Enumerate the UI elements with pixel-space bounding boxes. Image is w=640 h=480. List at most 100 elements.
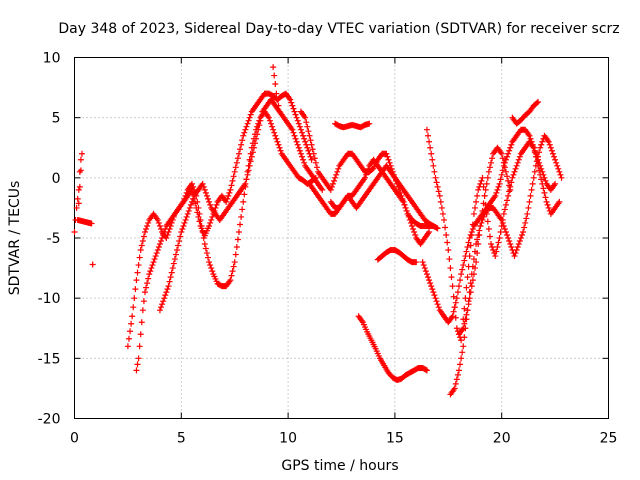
data-point	[207, 219, 214, 226]
data-point	[385, 156, 392, 163]
data-point	[71, 228, 78, 235]
data-point	[188, 180, 195, 187]
data-point	[473, 259, 480, 266]
data-point	[529, 141, 536, 148]
data-point	[247, 158, 254, 165]
data-point	[510, 171, 517, 178]
data-point	[156, 222, 163, 229]
data-point	[223, 198, 230, 205]
data-point	[171, 256, 178, 263]
x-tick-labels: 0 5 10 15 20 25	[70, 431, 617, 447]
data-point	[213, 201, 220, 208]
data-point	[497, 228, 504, 235]
data-point	[258, 113, 265, 120]
y-tick-label: 5	[52, 111, 61, 127]
data-point	[246, 162, 253, 169]
data-point	[77, 167, 84, 174]
data-point	[168, 269, 175, 276]
data-point	[273, 135, 280, 142]
data-point	[140, 298, 147, 305]
data-point	[527, 135, 534, 142]
data-point	[274, 138, 281, 145]
data-point	[161, 228, 168, 235]
data-point	[151, 256, 158, 263]
data-point	[289, 126, 296, 133]
data-point	[515, 241, 522, 248]
data-point	[146, 271, 153, 278]
data-point	[433, 179, 440, 186]
data-point	[294, 141, 301, 148]
data-point	[194, 198, 201, 205]
data-point	[257, 117, 264, 124]
data-point	[327, 186, 334, 193]
data-point	[461, 257, 468, 264]
data-point	[472, 265, 478, 272]
x-axis-label: GPS time / hours	[281, 458, 398, 474]
data-point	[479, 174, 486, 181]
data-point	[141, 289, 148, 296]
data-point	[507, 241, 514, 248]
data-point	[206, 198, 213, 205]
data-point	[454, 371, 461, 378]
data-point	[301, 135, 308, 142]
data-point	[553, 159, 560, 166]
data-point	[485, 225, 492, 232]
data-point	[507, 144, 514, 151]
data-point	[454, 289, 461, 296]
data-point	[275, 141, 282, 148]
data-point	[241, 191, 248, 198]
data-point	[442, 224, 449, 231]
data-point	[467, 231, 474, 238]
data-point	[305, 147, 312, 154]
data-point	[552, 180, 559, 187]
data-point	[241, 129, 248, 136]
data-point	[132, 286, 139, 293]
data-point	[144, 280, 151, 287]
data-point	[270, 64, 277, 71]
data-point	[182, 192, 189, 199]
data-point	[555, 165, 562, 172]
data-point	[145, 219, 152, 226]
data-point	[170, 260, 177, 267]
data-point	[441, 216, 448, 223]
data-point	[163, 289, 170, 296]
data-point	[493, 248, 500, 255]
data-point	[130, 304, 137, 311]
data-point	[160, 298, 167, 305]
data-point	[481, 192, 488, 199]
data-point	[162, 292, 169, 299]
series-early-sparse	[71, 150, 96, 268]
data-point	[127, 328, 134, 335]
data-point	[451, 385, 458, 392]
data-point	[527, 192, 534, 199]
data-point	[137, 247, 144, 254]
data-point	[152, 253, 159, 260]
data-point	[295, 144, 302, 151]
data-point	[445, 247, 452, 254]
data-point	[457, 361, 464, 368]
data-point	[184, 210, 191, 217]
data-point	[478, 177, 485, 184]
data-point	[288, 99, 295, 106]
data-point	[196, 210, 203, 217]
data-point	[250, 144, 257, 151]
data-point	[488, 241, 495, 248]
data-point	[269, 123, 276, 130]
data-point	[453, 295, 460, 302]
data-point	[439, 210, 446, 217]
data-point	[160, 231, 167, 238]
data-point	[428, 150, 435, 157]
data-point	[470, 210, 477, 217]
data-point	[235, 150, 242, 157]
data-point	[287, 96, 294, 103]
data-point	[302, 138, 309, 145]
data-point	[75, 200, 82, 207]
data-point	[208, 216, 215, 223]
data-point	[182, 216, 189, 223]
data-point	[435, 188, 442, 195]
data-point	[333, 171, 340, 178]
data-point	[449, 283, 456, 290]
data-point	[430, 222, 437, 229]
data-point	[421, 265, 428, 272]
